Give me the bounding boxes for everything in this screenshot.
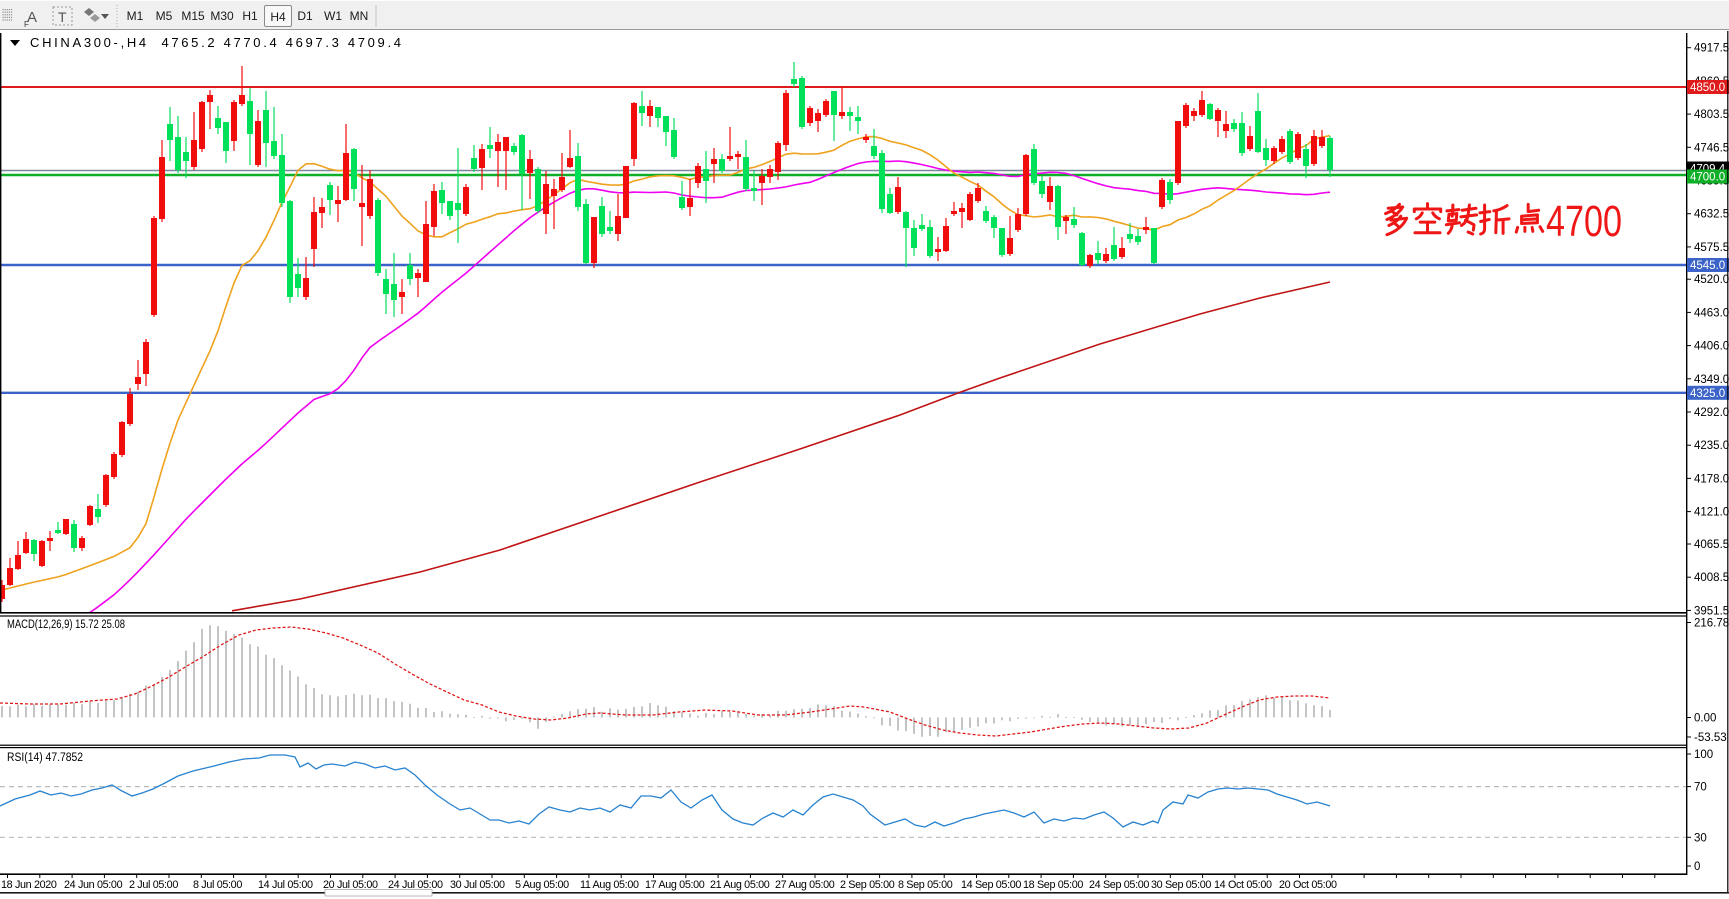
svg-text:27 Aug 05:00: 27 Aug 05:00	[775, 879, 835, 891]
svg-text:70: 70	[1694, 782, 1707, 794]
svg-text:4700: 4700	[1546, 197, 1622, 246]
svg-text:4349.0: 4349.0	[1694, 374, 1729, 386]
svg-text:17 Aug 05:00: 17 Aug 05:00	[645, 879, 705, 891]
svg-text:F: F	[24, 20, 29, 29]
svg-text:RSI(14) 47.7852: RSI(14) 47.7852	[7, 752, 83, 764]
svg-text:T: T	[58, 9, 67, 25]
svg-text:4121.0: 4121.0	[1694, 507, 1729, 519]
svg-text:21 Aug 05:00: 21 Aug 05:00	[710, 879, 770, 891]
svg-text:30 Sep 05:00: 30 Sep 05:00	[1151, 879, 1211, 891]
svg-text:4803.5: 4803.5	[1694, 109, 1729, 121]
svg-text:24 Jun 05:00: 24 Jun 05:00	[64, 879, 123, 891]
svg-text:3951.5: 3951.5	[1694, 605, 1729, 617]
svg-text:2 Sep 05:00: 2 Sep 05:00	[840, 879, 895, 891]
svg-text:4235.0: 4235.0	[1694, 440, 1729, 452]
svg-text:4520.0: 4520.0	[1694, 274, 1729, 286]
svg-text:4700.0: 4700.0	[1690, 172, 1725, 184]
svg-text:14 Sep 05:00: 14 Sep 05:00	[961, 879, 1021, 891]
svg-text:4463.0: 4463.0	[1694, 307, 1729, 319]
svg-text:30 Jul 05:00: 30 Jul 05:00	[450, 879, 505, 891]
svg-text:216.78: 216.78	[1694, 618, 1729, 630]
svg-text:-53.53: -53.53	[1694, 732, 1727, 744]
svg-text:4575.5: 4575.5	[1694, 242, 1729, 254]
svg-text:18 Sep 05:00: 18 Sep 05:00	[1023, 879, 1083, 891]
svg-text:8 Sep 05:00: 8 Sep 05:00	[898, 879, 953, 891]
svg-text:100: 100	[1694, 749, 1713, 761]
svg-text:CHINA300-,H4 4765.2 4770.4 46: CHINA300-,H4 4765.2 4770.4 4697.3 4709.4	[30, 35, 401, 50]
svg-text:4325.0: 4325.0	[1690, 388, 1725, 400]
svg-text:20 Jul 05:00: 20 Jul 05:00	[323, 879, 378, 891]
svg-text:2 Jul 05:00: 2 Jul 05:00	[129, 879, 178, 891]
svg-text:4406.0: 4406.0	[1694, 341, 1729, 353]
svg-text:MACD(12,26,9) 15.72 25.08: MACD(12,26,9) 15.72 25.08	[7, 619, 125, 631]
svg-text:4292.0: 4292.0	[1694, 407, 1729, 419]
svg-text:A: A	[27, 9, 37, 26]
svg-text:5 Aug 05:00: 5 Aug 05:00	[515, 879, 569, 891]
svg-text:11 Aug 05:00: 11 Aug 05:00	[580, 879, 639, 891]
svg-text:20 Oct 05:00: 20 Oct 05:00	[1279, 879, 1337, 891]
svg-text:4746.5: 4746.5	[1694, 142, 1729, 154]
svg-text:30: 30	[1694, 832, 1707, 844]
svg-text:8 Jul 05:00: 8 Jul 05:00	[193, 879, 242, 891]
svg-text:4850.0: 4850.0	[1690, 82, 1725, 94]
svg-text:0.00: 0.00	[1694, 713, 1716, 725]
svg-text:24 Jul 05:00: 24 Jul 05:00	[388, 879, 443, 891]
svg-text:18 Jun 2020: 18 Jun 2020	[1, 879, 57, 891]
svg-text:14 Jul 05:00: 14 Jul 05:00	[258, 879, 313, 891]
svg-text:24 Sep 05:00: 24 Sep 05:00	[1089, 879, 1149, 891]
svg-text:4065.5: 4065.5	[1694, 539, 1729, 551]
svg-text:4632.5: 4632.5	[1694, 209, 1729, 221]
svg-text:4545.0: 4545.0	[1690, 260, 1725, 272]
svg-text:4178.0: 4178.0	[1694, 473, 1729, 485]
svg-text:4917.5: 4917.5	[1694, 43, 1729, 55]
svg-text:14 Oct 05:00: 14 Oct 05:00	[1214, 879, 1272, 891]
svg-text:0: 0	[1694, 861, 1700, 873]
svg-text:4008.5: 4008.5	[1694, 572, 1729, 584]
